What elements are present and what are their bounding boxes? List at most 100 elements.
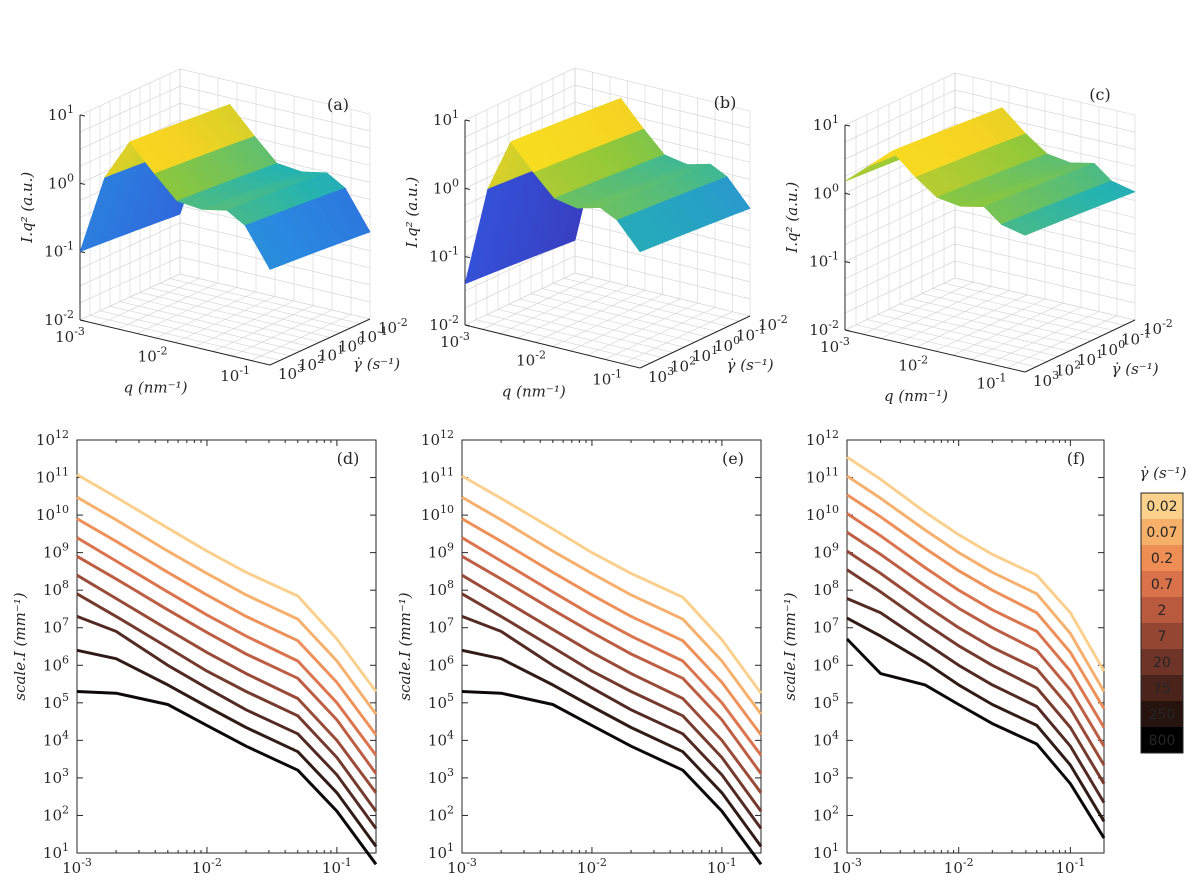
line-panel-e: 101 102 103 104 105 106 107 108 109 1010 1011 1012 1… (396, 428, 763, 877)
line-panel-f: 101 102 103 104 105 106 107 108 109 1010 1011 1012 1… (781, 428, 1106, 877)
y-tick-label: 109 (813, 541, 839, 562)
back-grid-line (844, 209, 1136, 262)
series-2 (461, 555, 763, 775)
fit-line-7 (846, 550, 1105, 766)
axis-edge (79, 319, 271, 366)
floor-grid-line (129, 296, 321, 343)
y-tick-label: 1012 (806, 428, 839, 449)
series-800 (76, 690, 378, 866)
z-axis-label: I.q² (a.u.) (18, 172, 36, 244)
y-tick-label: 100 (714, 334, 740, 355)
y-tick-label: 104 (428, 728, 454, 749)
y-tick-label: 103 (428, 766, 454, 787)
z-tick-mark (844, 124, 851, 127)
series-0.7 (461, 536, 763, 757)
series-250 (76, 648, 378, 848)
floor-grid-line (587, 302, 698, 356)
z-tick-label: 101 (433, 108, 459, 129)
y-tick-label: 109 (428, 541, 454, 562)
floor-grid-line (574, 272, 751, 317)
surface-patch (244, 222, 277, 270)
x-tick-label: 10-1 (592, 367, 622, 388)
z-tick-label: 10-2 (44, 308, 74, 329)
colorbar-swatch-0.07 (1141, 519, 1183, 545)
x-tick-label: 10-3 (62, 856, 92, 877)
x-tick-label: 10-1 (220, 364, 250, 385)
floor-grid-line (604, 307, 716, 360)
floor-grid-line (954, 277, 1136, 321)
floor-grid-line (169, 278, 361, 324)
y-axis-label: scale.I (mm⁻¹) (11, 592, 29, 700)
series-2 (846, 530, 1106, 747)
y-tick-label: 101 (813, 841, 839, 862)
y-tick-label: 103 (278, 362, 304, 383)
y-tick-label: 10-2 (378, 316, 408, 337)
fit-line-7 (76, 574, 377, 794)
y-tick-label: 106 (43, 653, 69, 674)
floor-grid-line (552, 283, 729, 327)
y-tick-label: 10-2 (758, 313, 788, 334)
z-tick-label: 101 (48, 103, 74, 124)
y-tick-label: 108 (428, 578, 454, 599)
x-tick-label: 10-3 (55, 325, 85, 346)
floor-grid-line (921, 293, 1103, 336)
surface-panel-b: 10-210-110010110-310-210-110-210-1100101… (403, 67, 788, 400)
back-grid-line (844, 226, 1136, 280)
y-tick-label: 101 (1077, 348, 1103, 369)
y-tick-label: 108 (813, 578, 839, 599)
x-tick-label: 10-3 (832, 856, 862, 877)
floor-grid-line (250, 314, 352, 361)
floor-grid-line (149, 287, 341, 334)
y-tick-label: 102 (298, 353, 324, 374)
floor-grid-line (179, 273, 371, 320)
y-tick-label: 1012 (36, 428, 69, 449)
z-tick-mark (844, 261, 851, 264)
series-20 (461, 592, 763, 813)
z-tick-label: 100 (813, 181, 839, 202)
colorbar-label-20: 20 (1153, 655, 1171, 671)
z-tick-label: 10-2 (809, 318, 839, 339)
z-tick-mark (79, 182, 86, 185)
floor-grid-line (932, 288, 1114, 331)
panel-label: (f) (1067, 449, 1085, 468)
colorbar-label-0.02: 0.02 (1146, 499, 1177, 515)
back-grid-line (844, 243, 1136, 297)
colorbar-swatch-20 (1141, 649, 1183, 675)
y-tick-label: 102 (670, 355, 696, 376)
y-tick-label: 103 (648, 365, 674, 386)
surface-patch (616, 217, 647, 253)
series-75 (76, 614, 378, 830)
series-0.7 (846, 512, 1106, 729)
x-tick-label: 10-1 (707, 856, 737, 877)
x-axis-label: q (nm⁻¹) (124, 378, 188, 396)
axis-edge (1024, 319, 1136, 373)
x-tick-label: 10-1 (1055, 856, 1085, 877)
y-tick-label: 107 (428, 616, 454, 637)
surface-panel-c: 10-210-110010110-310-210-110-210-1100101… (783, 72, 1173, 405)
x-axis-label: q (nm⁻¹) (502, 382, 566, 400)
line-panel-d: 101 102 103 104 105 106 107 108 109 1010 1011 1012 1… (11, 428, 378, 877)
colorbar-swatch-0.7 (1141, 571, 1183, 597)
colorbar-swatch-2 (1141, 597, 1183, 623)
fit-line-75 (76, 616, 377, 829)
fit-line-0.07 (846, 475, 1105, 692)
colorbar-label-800: 800 (1149, 733, 1176, 749)
colorbar-swatch-75 (1141, 675, 1183, 701)
z-tick-label: 100 (48, 171, 74, 192)
floor-grid-line (970, 307, 1082, 360)
y-tick-label: 100 (1099, 338, 1125, 359)
x-tick-label: 10-2 (192, 856, 222, 877)
series-250 (846, 616, 1106, 823)
axis-edge (464, 324, 641, 369)
z-tick-mark (79, 251, 86, 254)
x-tick-label: 10-1 (322, 856, 352, 877)
y-tick-label: 101 (692, 344, 718, 365)
y-tick-label: 1011 (36, 466, 69, 487)
y-tick-label: 102 (428, 803, 454, 824)
fit-line-75 (461, 616, 762, 829)
surface-patch (844, 163, 876, 182)
back-grid-line (79, 256, 371, 304)
z-axis-label: I.q² (a.u.) (403, 177, 421, 249)
colorbar-frame (1140, 492, 1184, 754)
series-0.02 (461, 474, 763, 695)
